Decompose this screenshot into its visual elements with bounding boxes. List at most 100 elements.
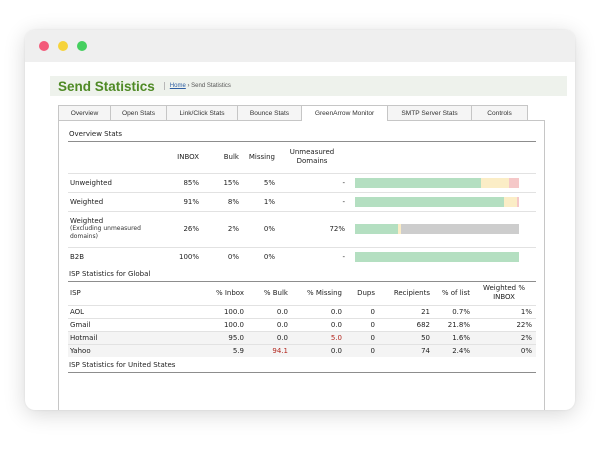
overview-row: Unweighted 85% 15% 5% - — [68, 173, 536, 192]
tab-bar: Overview Open Stats Link/Click Stats Bou… — [58, 105, 545, 121]
isp-of-list-value: 0.7% — [452, 307, 470, 316]
overview-stacked-bar — [355, 251, 519, 262]
overview-row-label: B2B — [70, 252, 85, 261]
isp-dups-value: 0 — [370, 320, 375, 329]
isp-recipients-value: 682 — [416, 320, 430, 329]
browser-window: Send Statistics Home › Send Statistics O… — [25, 30, 575, 410]
close-window-dot[interactable] — [39, 41, 49, 51]
page-header: Send Statistics Home › Send Statistics — [50, 76, 567, 96]
bar-segment-inbox — [355, 196, 505, 207]
overview-row-sublabel: (Excluding unmeasured domains) — [70, 225, 141, 240]
tab-greenarrow-monitor[interactable]: GreenArrow Monitor — [301, 105, 388, 121]
bar-segment-missing — [517, 196, 519, 207]
maximize-window-dot[interactable] — [77, 41, 87, 51]
tab-bounce-stats[interactable]: Bounce Stats — [237, 105, 302, 120]
isp-header-bulk: % Bulk — [263, 288, 288, 297]
overview-header-inbox: INBOX — [177, 152, 199, 161]
breadcrumb-home-link[interactable]: Home — [169, 83, 186, 89]
tab-overview[interactable]: Overview — [58, 105, 111, 120]
isp-dups-value: 0 — [370, 307, 375, 316]
bar-segment-inbox — [355, 224, 398, 234]
overview-unmeasured-value: 72% — [329, 225, 345, 233]
isp-weighted-inbox-value: 22% — [516, 320, 532, 329]
overview-header-bulk: Bulk — [223, 152, 239, 161]
tab-open-stats[interactable]: Open Stats — [110, 105, 167, 120]
table-row: AOL 100.0 0.0 0.0 0 21 0.7% 1% — [68, 305, 536, 318]
isp-header-inbox: % Inbox — [215, 288, 244, 297]
isp-of-list-value: 21.8% — [447, 320, 470, 329]
overview-inbox-value: 26% — [183, 225, 199, 233]
isp-header-row: ISP % Inbox % Bulk % Missing Dups Recipi… — [68, 282, 536, 305]
overview-header-unmeasured: Unmeasured Domains — [289, 148, 335, 166]
isp-missing-value: 0.0 — [290, 344, 344, 357]
overview-row: Weighted 91% 8% 1% - — [68, 192, 536, 211]
isp-header-missing: % Missing — [307, 288, 342, 297]
isp-inbox-value: 95.0 — [156, 331, 246, 344]
isp-header-isp: ISP — [70, 288, 81, 297]
minimize-window-dot[interactable] — [58, 41, 68, 51]
overview-unmeasured-value: - — [342, 178, 345, 187]
window-titlebar — [25, 30, 575, 62]
isp-name: Gmail — [70, 320, 91, 329]
isp-header-of-list: % of list — [441, 288, 470, 297]
overview-unmeasured-value: - — [342, 197, 345, 206]
overview-header-missing: Missing — [248, 152, 275, 161]
bar-segment-bulk — [481, 177, 510, 188]
bar-segment-bulk — [504, 196, 518, 207]
overview-unmeasured-value: - — [342, 252, 345, 261]
overview-row-label-cell: Weighted (Excluding unmeasured domains) — [68, 211, 158, 247]
page-content: Send Statistics Home › Send Statistics O… — [50, 76, 567, 410]
overview-inbox-value: 100% — [178, 252, 199, 261]
isp-header-dups: Dups — [357, 288, 375, 297]
overview-bar-cell — [347, 173, 536, 192]
overview-header-bar — [347, 142, 536, 173]
overview-section-title: Overview Stats — [68, 129, 536, 142]
overview-missing-value: 1% — [263, 197, 275, 206]
isp-header-recipients: Recipients — [393, 288, 430, 297]
overview-inbox-value: 85% — [183, 178, 199, 187]
table-row: Gmail 100.0 0.0 0.0 0 682 21.8% 22% — [68, 318, 536, 331]
overview-bulk-value: 2% — [227, 225, 239, 233]
overview-header-row: INBOX Bulk Missing Unmeasured Domains — [68, 142, 536, 173]
overview-bar-cell — [347, 211, 536, 247]
isp-weighted-inbox-value: 2% — [472, 331, 536, 344]
isp-global-section-title: ISP Statistics for Global — [68, 269, 536, 282]
overview-missing-value: 5% — [263, 178, 275, 187]
isp-missing-value: 0.0 — [330, 307, 342, 316]
isp-recipients-value: 50 — [377, 331, 432, 344]
isp-inbox-value: 100.0 — [223, 307, 244, 316]
overview-row: B2B 100% 0% 0% - — [68, 247, 536, 266]
bar-segment-inbox — [355, 251, 519, 262]
overview-table: INBOX Bulk Missing Unmeasured Domains Un… — [68, 142, 536, 266]
isp-us-section-title: ISP Statistics for United States — [68, 360, 536, 373]
isp-recipients-value: 74 — [377, 344, 432, 357]
overview-stacked-bar — [355, 196, 519, 207]
table-row: Hotmail 95.0 0.0 5.0 0 50 1.6% 2% — [68, 331, 536, 344]
overview-row-label: Unweighted — [70, 178, 112, 187]
isp-weighted-inbox-value: 0% — [472, 344, 536, 357]
overview-row-label: Weighted — [70, 217, 104, 225]
breadcrumb: Home › Send Statistics — [163, 82, 231, 90]
overview-bulk-value: 8% — [227, 197, 239, 206]
overview-missing-value: 0% — [263, 225, 275, 233]
tab-link-click-stats[interactable]: Link/Click Stats — [166, 105, 238, 120]
table-row: Yahoo 5.9 94.1 0.0 0 74 2.4% 0% — [68, 344, 536, 357]
overview-stacked-bar — [355, 177, 519, 188]
breadcrumb-current: Send Statistics — [191, 83, 231, 89]
tab-controls[interactable]: Controls — [471, 105, 528, 120]
isp-name: Yahoo — [68, 344, 156, 357]
overview-row-label: Weighted — [70, 197, 104, 206]
tab-smtp-server-stats[interactable]: SMTP Server Stats — [387, 105, 472, 120]
bar-segment-bulk — [397, 224, 401, 234]
isp-missing-value: 0.0 — [330, 320, 342, 329]
overview-bar-cell — [347, 247, 536, 266]
breadcrumb-separator: › — [187, 83, 190, 89]
isp-dups-value: 0 — [344, 344, 377, 357]
isp-inbox-value: 100.0 — [223, 320, 244, 329]
isp-header-weighted-inbox: Weighted % INBOX — [482, 284, 525, 302]
overview-bulk-value: 0% — [227, 252, 239, 261]
overview-header-blank — [68, 142, 158, 173]
bar-segment-missing — [509, 177, 519, 188]
isp-bulk-value: 0.0 — [246, 331, 290, 344]
isp-inbox-value: 5.9 — [156, 344, 246, 357]
